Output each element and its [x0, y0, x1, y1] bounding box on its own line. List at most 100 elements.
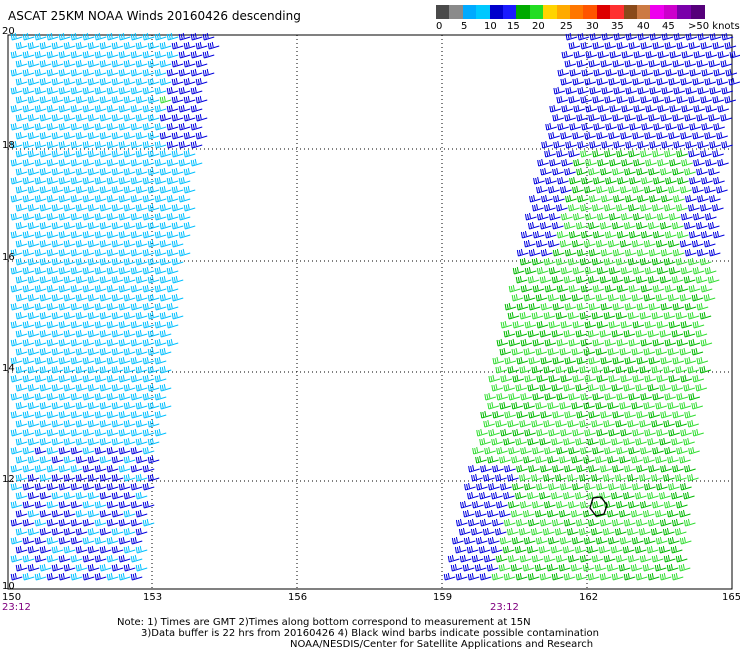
wind-barb: [615, 554, 628, 563]
wind-barb: [10, 500, 23, 509]
wind-barb: [544, 230, 557, 239]
wind-barb: [687, 311, 700, 320]
wind-barb: [135, 131, 148, 140]
wind-barb: [51, 329, 64, 338]
wind-barb: [195, 59, 208, 68]
wind-barb: [99, 419, 112, 428]
wind-barb: [147, 437, 160, 446]
wind-barb: [637, 140, 649, 149]
wind-barb: [10, 284, 23, 293]
wind-barb: [563, 437, 575, 446]
wind-barb: [106, 320, 119, 329]
wind-barb: [656, 482, 668, 491]
wind-barb: [159, 383, 172, 392]
wind-barb: [708, 59, 721, 68]
wind-barb: [466, 545, 479, 554]
wind-barb: [572, 320, 585, 329]
wind-barb: [484, 392, 497, 401]
wind-barb: [147, 329, 160, 338]
wind-barb: [560, 320, 573, 329]
wind-barb: [34, 410, 47, 419]
wind-barb: [75, 59, 88, 68]
wind-barb: [594, 509, 607, 518]
wind-barb: [587, 572, 600, 581]
wind-barb: [468, 464, 480, 473]
wind-barb: [178, 248, 191, 257]
wind-barb: [99, 509, 112, 518]
wind-barb: [532, 392, 545, 401]
wind-barb: [668, 374, 681, 383]
wind-barb: [650, 527, 663, 536]
wind-barb: [591, 473, 603, 482]
wind-barb: [46, 104, 59, 113]
wind-barb: [668, 320, 681, 329]
wind-barb: [540, 464, 552, 473]
wind-barb: [484, 446, 496, 455]
wind-barb: [486, 509, 499, 518]
wind-barb: [70, 536, 83, 545]
wind-barb: [531, 311, 544, 320]
lat-label-20: 20: [2, 26, 15, 37]
wind-barb: [617, 176, 629, 185]
wind-barb: [118, 266, 131, 275]
wind-barb: [123, 491, 136, 500]
wind-barb: [684, 113, 696, 122]
wind-barb: [46, 248, 59, 257]
wind-barb: [712, 149, 724, 158]
wind-barb: [588, 356, 601, 365]
wind-barb: [15, 77, 28, 86]
wind-barb: [87, 221, 100, 230]
wind-barb: [536, 320, 549, 329]
wind-barb: [10, 374, 23, 383]
wind-barb: [94, 374, 107, 383]
wind-barb: [555, 365, 568, 374]
wind-barb: [651, 473, 663, 482]
wind-barb: [123, 59, 136, 68]
wind-barb: [135, 383, 148, 392]
wind-barb: [166, 122, 179, 131]
wind-barb: [652, 203, 664, 212]
wind-barb: [94, 554, 107, 563]
wind-barb: [58, 230, 71, 239]
wind-barb: [503, 518, 516, 527]
wind-barb: [661, 194, 673, 203]
wind-barb: [544, 149, 556, 158]
wind-barb: [680, 320, 693, 329]
wind-barb: [642, 563, 655, 572]
wind-barb: [94, 32, 107, 41]
wind-barb: [75, 131, 88, 140]
wind-barb: [623, 329, 636, 338]
wind-barb: [171, 95, 184, 104]
lat-label-10: 10: [2, 581, 15, 592]
wind-barb: [551, 275, 564, 284]
wind-barb: [118, 320, 131, 329]
wind-barb: [118, 482, 131, 491]
wind-barb: [679, 347, 692, 356]
wind-barb: [135, 509, 148, 518]
wind-barb: [51, 311, 64, 320]
wind-barb: [22, 464, 35, 473]
wind-barb: [22, 374, 35, 383]
wind-barb: [99, 491, 112, 500]
wind-barb: [687, 257, 700, 266]
wind-barb: [578, 527, 591, 536]
wind-barb: [613, 140, 625, 149]
wind-barb: [551, 491, 563, 500]
wind-barb: [46, 86, 59, 95]
wind-barb: [94, 266, 107, 275]
wind-barb: [543, 257, 556, 266]
wind-barb: [636, 356, 649, 365]
wind-barb: [63, 491, 76, 500]
wind-barb: [82, 536, 95, 545]
wind-barb: [688, 41, 701, 50]
wind-barb: [587, 518, 600, 527]
wind-barb: [576, 248, 589, 257]
wind-barb: [10, 50, 23, 59]
wind-barb: [159, 365, 172, 374]
wind-barb: [619, 347, 632, 356]
wind-barb: [658, 545, 671, 554]
wind-barb: [683, 221, 696, 230]
wind-barb: [123, 113, 136, 122]
wind-barb: [178, 86, 191, 95]
lat-label-12: 12: [2, 474, 15, 485]
